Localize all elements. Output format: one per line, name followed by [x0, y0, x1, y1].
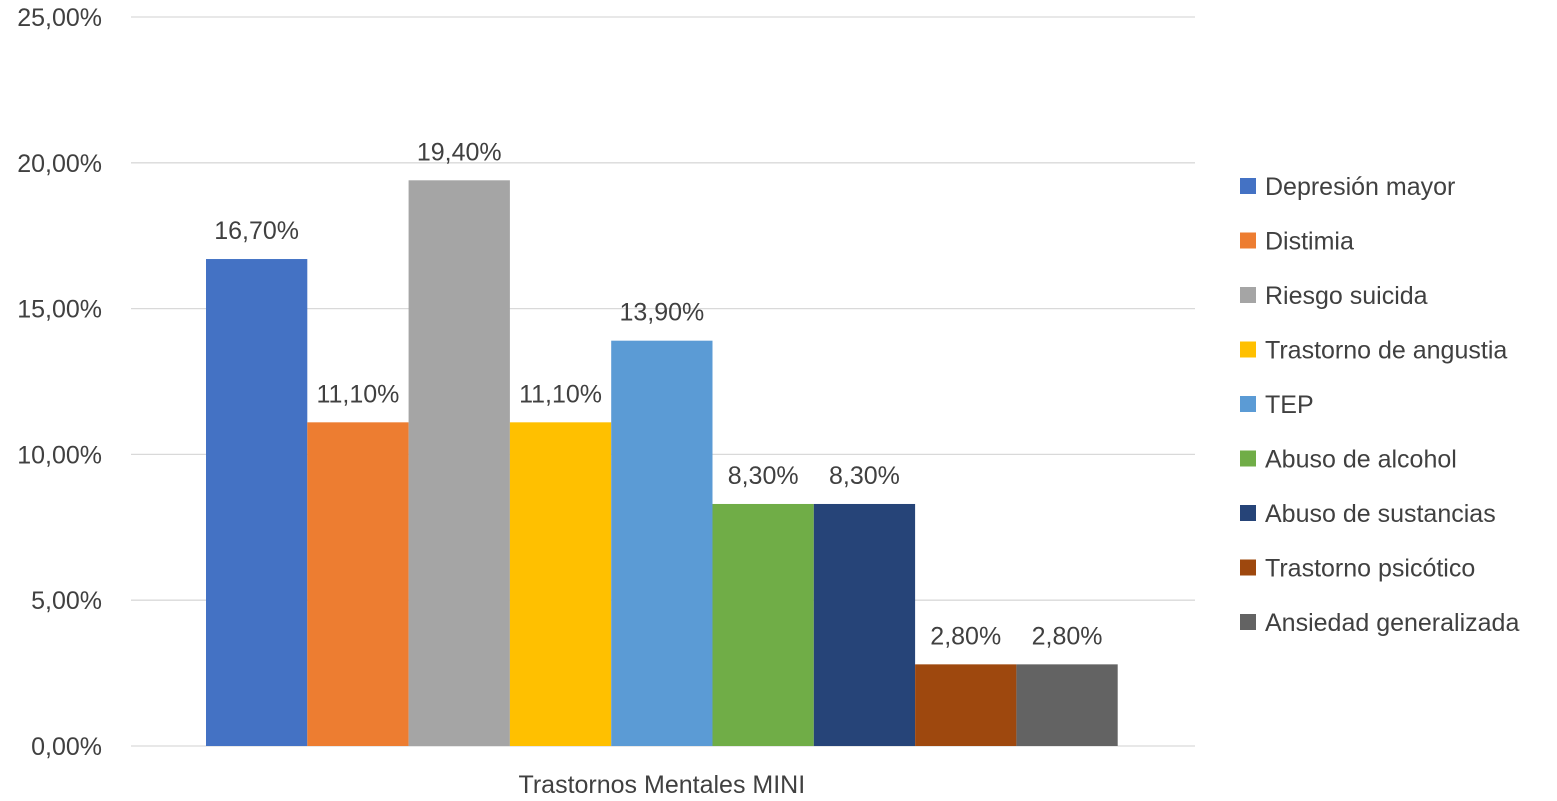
- bar-trastorno-psicotico: [915, 664, 1017, 746]
- data-label-trastorno-de-angustia: 11,10%: [519, 380, 602, 408]
- legend-swatch: [1240, 287, 1256, 303]
- legend-item-trastorno-de-angustia: Trastorno de angustia: [1240, 337, 1507, 365]
- bars: [206, 180, 1118, 746]
- y-axis-tick-labels: 0,00% 5,00% 10,00% 15,00% 20,00% 25,00%: [17, 4, 102, 761]
- bar-distimia: [307, 422, 409, 746]
- legend-swatch: [1240, 614, 1256, 630]
- legend-label: Trastorno de angustia: [1265, 337, 1507, 365]
- legend-item-ansiedad-generalizada: Ansiedad generalizada: [1240, 609, 1519, 637]
- legend-label: Ansiedad generalizada: [1265, 609, 1519, 637]
- bar-trastorno-de-angustia: [509, 422, 612, 746]
- data-label-distimia: 11,10%: [316, 380, 399, 408]
- legend-label: TEP: [1265, 391, 1314, 419]
- legend-swatch: [1240, 178, 1256, 194]
- data-label-ansiedad-generalizada: 2,80%: [1032, 622, 1103, 650]
- legend-swatch: [1240, 559, 1256, 576]
- legend: Depresión mayor Distimia Riesgo suicida Tra…: [1240, 173, 1519, 637]
- legend-swatch: [1240, 341, 1256, 358]
- legend-item-tep: TEP: [1240, 391, 1314, 419]
- y-tick-label: 0,00%: [31, 733, 102, 761]
- data-labels: 16,70% 11,10% 19,40% 11,10% 13,90% 8,30% 8,30%…: [214, 138, 1102, 650]
- legend-item-trastorno-psicotico: Trastorno psicótico: [1240, 555, 1475, 583]
- bar-abuso-de-alcohol: [712, 503, 814, 746]
- legend-item-abuso-de-sustancias: Abuso de sustancias: [1240, 500, 1496, 528]
- data-label-depresion-mayor: 16,70%: [214, 217, 299, 245]
- legend-swatch: [1240, 450, 1256, 467]
- legend-label: Riesgo suicida: [1265, 282, 1428, 310]
- data-label-abuso-de-alcohol: 8,30%: [728, 462, 799, 490]
- y-tick-label: 10,00%: [17, 441, 102, 469]
- legend-swatch: [1240, 505, 1256, 521]
- data-label-trastorno-psicotico: 2,80%: [930, 622, 1001, 650]
- y-tick-label: 20,00%: [17, 150, 102, 178]
- legend-item-riesgo-suicida: Riesgo suicida: [1240, 282, 1428, 310]
- legend-item-depresion-mayor: Depresión mayor: [1240, 173, 1455, 201]
- y-tick-label: 15,00%: [17, 296, 102, 324]
- bar-abuso-de-sustancias: [813, 503, 916, 746]
- legend-label: Abuso de alcohol: [1265, 446, 1457, 474]
- legend-item-distimia: Distimia: [1240, 228, 1354, 256]
- bar-tep: [611, 340, 713, 746]
- legend-item-abuso-de-alcohol: Abuso de alcohol: [1240, 446, 1457, 474]
- legend-swatch: [1240, 396, 1256, 412]
- data-label-abuso-de-sustancias: 8,30%: [829, 462, 900, 490]
- y-tick-label: 5,00%: [31, 587, 102, 615]
- legend-label: Depresión mayor: [1265, 173, 1455, 201]
- legend-label: Abuso de sustancias: [1265, 500, 1496, 528]
- y-tick-label: 25,00%: [17, 4, 102, 32]
- data-label-riesgo-suicida: 19,40%: [417, 138, 502, 166]
- category-label: Trastornos Mentales MINI: [519, 771, 806, 799]
- bar-depresion-mayor: [206, 259, 308, 746]
- bar-riesgo-suicida: [408, 180, 510, 746]
- legend-swatch: [1240, 232, 1256, 249]
- legend-label: Distimia: [1265, 228, 1354, 256]
- x-axis-category-labels: Trastornos Mentales MINI: [519, 771, 806, 799]
- data-label-tep: 13,90%: [619, 299, 704, 327]
- legend-label: Trastorno psicótico: [1265, 555, 1475, 583]
- bar-ansiedad-generalizada: [1016, 664, 1118, 746]
